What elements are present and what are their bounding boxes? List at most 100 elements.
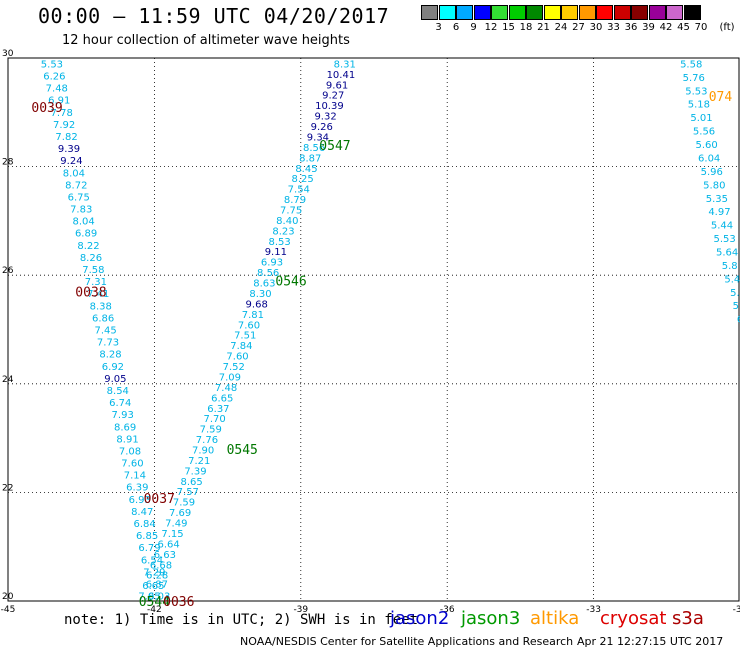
wave-height-label: 7.93	[112, 410, 134, 421]
wave-height-label: 8.25	[291, 174, 313, 185]
wave-height-label: 8.65	[180, 477, 202, 488]
wave-height-label: 6.03	[148, 592, 170, 603]
wave-height-label: 7.60	[121, 459, 143, 470]
legend-label: 6	[452, 22, 460, 33]
wave-height-label: 6.92	[102, 362, 124, 373]
wave-height-label: 8.31	[334, 59, 356, 70]
legend-swatch	[543, 5, 561, 20]
wave-height-label: 5.80	[703, 180, 725, 191]
wave-height-label: 6.54	[141, 555, 163, 566]
pass-time-label: 0545	[227, 443, 258, 458]
pass-time-label: 0039	[31, 101, 62, 116]
wave-height-label: 7.90	[192, 445, 214, 456]
wave-height-label: 5.4	[724, 274, 740, 285]
wave-height-label: 5.01	[690, 113, 712, 124]
wave-height-label: 6.64	[158, 539, 180, 550]
wave-height-label: 7.14	[124, 471, 146, 482]
lat-tick-label: 24	[2, 375, 14, 385]
wave-height-label: 7.48	[46, 84, 68, 95]
plot-frame	[7, 57, 740, 602]
wave-height-label: 8.04	[63, 168, 85, 179]
legend-label: 27	[572, 22, 585, 33]
wave-height-label: 8.22	[77, 241, 99, 252]
lon-tick-label: -45	[1, 605, 16, 615]
legend-label: 70	[694, 22, 708, 33]
wave-height-label: 7.39	[184, 466, 206, 477]
legend-label: 33	[607, 22, 620, 33]
wave-height-label: 8.53	[269, 237, 291, 248]
legend-swatch	[683, 5, 701, 20]
wave-height-label: 8.72	[65, 180, 87, 191]
legend-label: 42	[659, 22, 673, 33]
lat-tick-label: 30	[2, 49, 14, 59]
lon-tick-label: -33	[586, 605, 601, 615]
legend-swatch	[613, 5, 631, 20]
wave-height-label: 8.45	[295, 164, 317, 175]
wave-height-label: 7.92	[53, 120, 75, 131]
wave-height-label: 7.82	[55, 132, 77, 143]
legend-label: 12	[484, 22, 498, 33]
wave-height-label: 7.76	[196, 435, 218, 446]
wave-height-label: 7.45	[94, 326, 116, 337]
legend-swatch	[561, 5, 578, 20]
footer-timestamp: Apr 21 12:27:15 UTC 2017	[577, 635, 724, 648]
lat-tick-label: 20	[2, 592, 14, 602]
wave-height-label: 5.53	[685, 86, 707, 97]
legend-swatch	[456, 5, 473, 20]
wave-height-label: 7.54	[288, 185, 310, 196]
lon-tick-label: -36	[440, 605, 455, 615]
wave-height-label: 6.37	[207, 404, 229, 415]
satellite-label-s3a: s3a	[672, 608, 704, 629]
wave-height-label: 5.53	[713, 234, 735, 245]
wave-height-label: 6	[737, 315, 740, 326]
wave-height-label: 5.44	[711, 221, 733, 232]
wave-height-label: 7.78	[51, 108, 73, 119]
wave-height-label: 5.56	[693, 127, 715, 138]
wave-height-label: 6.86	[92, 313, 114, 324]
page-subtitle: 12 hour collection of altimeter wave hei…	[62, 33, 350, 48]
wave-height-label: 9.34	[307, 132, 329, 143]
wave-height-label: 6.68	[150, 560, 172, 571]
pass-time-label: 0038	[75, 285, 106, 300]
wave-height-label: 10.41	[327, 70, 356, 81]
wave-height-label: 5.64	[716, 247, 738, 258]
wave-height-label: 7.48	[215, 383, 237, 394]
wave-height-label: 7.51	[234, 331, 256, 342]
wave-height-label: 7.59	[173, 498, 195, 509]
lon-tick-label: -39	[293, 605, 308, 615]
wave-height-label: 7.84	[230, 341, 252, 352]
satellite-label-altika: altika	[530, 608, 580, 629]
wave-height-label: 7.57	[177, 487, 199, 498]
pass-time-label: 0036	[163, 595, 194, 610]
legend-label: 18	[519, 22, 533, 33]
wave-height-label: 6.89	[75, 229, 97, 240]
wave-height-label: 5.18	[688, 100, 710, 111]
wave-height-label: 8.28	[99, 350, 121, 361]
wave-height-label: 8.38	[90, 301, 112, 312]
wave-height-label: 6.65	[142, 581, 164, 592]
wave-height-label: 4.97	[708, 207, 730, 218]
wave-height-label: 5.96	[701, 167, 723, 178]
wave-height-label: 8.26	[80, 253, 102, 264]
legend-label: 24	[554, 22, 568, 33]
wave-height-label: 8.40	[276, 216, 298, 227]
wave-height-label: 8.63	[253, 279, 275, 290]
wave-height-label: 6.79	[138, 543, 160, 554]
wave-height-label: 6.39	[126, 483, 148, 494]
legend-swatch	[526, 5, 543, 20]
lon-tick-label: -42	[147, 605, 162, 615]
wave-height-label: 6.93	[261, 258, 283, 269]
legend-swatch	[473, 5, 491, 20]
wave-height-label: 8.56	[303, 143, 325, 154]
lat-tick-label: 22	[2, 483, 13, 493]
wave-height-label: 5.	[733, 301, 740, 312]
legend-swatch	[578, 5, 596, 20]
legend-swatch	[596, 5, 613, 20]
lat-tick-label: 28	[2, 158, 14, 168]
wave-height-label: 6.75	[68, 192, 90, 203]
wave-height-label: 9.26	[311, 122, 333, 133]
wave-height-label: 8.87	[299, 153, 321, 164]
lon-tick-label: -30	[733, 605, 740, 615]
legend-label: 30	[589, 22, 603, 33]
